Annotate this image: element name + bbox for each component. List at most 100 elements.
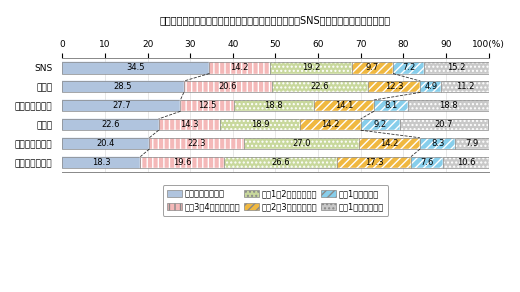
- Bar: [62, 138, 149, 149]
- Bar: [359, 138, 420, 149]
- Bar: [62, 81, 184, 92]
- Text: 9.7: 9.7: [366, 63, 379, 72]
- Bar: [219, 119, 300, 130]
- Text: 18.8: 18.8: [265, 101, 283, 110]
- Text: 12.3: 12.3: [385, 82, 404, 91]
- Bar: [352, 62, 393, 74]
- Text: 20.4: 20.4: [97, 139, 115, 148]
- Text: 20.6: 20.6: [218, 82, 237, 91]
- Bar: [361, 119, 400, 130]
- Bar: [233, 100, 314, 111]
- Bar: [400, 119, 488, 130]
- Text: 9.2: 9.2: [374, 120, 387, 129]
- Bar: [62, 119, 159, 130]
- Bar: [420, 81, 441, 92]
- Bar: [420, 81, 441, 92]
- Text: 7.2: 7.2: [402, 63, 415, 72]
- Bar: [270, 62, 352, 74]
- Bar: [140, 157, 224, 168]
- Bar: [210, 62, 270, 74]
- Bar: [400, 119, 488, 130]
- Bar: [420, 138, 456, 149]
- Bar: [359, 138, 420, 149]
- Text: 27.0: 27.0: [293, 139, 311, 148]
- Bar: [244, 138, 359, 149]
- Text: 11.2: 11.2: [456, 82, 474, 91]
- Bar: [441, 81, 489, 92]
- Text: 8.3: 8.3: [431, 139, 444, 148]
- Text: 22.3: 22.3: [188, 139, 206, 148]
- Bar: [424, 62, 489, 74]
- Bar: [180, 100, 233, 111]
- Text: 7.9: 7.9: [465, 139, 479, 148]
- Bar: [393, 62, 424, 74]
- Bar: [361, 119, 400, 130]
- Bar: [408, 100, 489, 111]
- Bar: [314, 100, 374, 111]
- Text: 19.2: 19.2: [302, 63, 320, 72]
- Text: 10.6: 10.6: [457, 158, 475, 167]
- Text: 20.7: 20.7: [435, 120, 453, 129]
- Bar: [300, 119, 361, 130]
- Text: 14.1: 14.1: [335, 101, 353, 110]
- Bar: [270, 62, 352, 74]
- Bar: [393, 62, 424, 74]
- Bar: [337, 157, 411, 168]
- Text: 12.5: 12.5: [198, 101, 216, 110]
- Text: 14.2: 14.2: [230, 63, 249, 72]
- Bar: [374, 100, 408, 111]
- Bar: [368, 81, 420, 92]
- Bar: [411, 157, 444, 168]
- Bar: [62, 100, 180, 111]
- Text: 28.5: 28.5: [114, 82, 132, 91]
- Text: 14.2: 14.2: [321, 120, 340, 129]
- Bar: [62, 62, 210, 74]
- Text: 18.8: 18.8: [439, 101, 458, 110]
- Bar: [62, 157, 140, 168]
- Bar: [159, 119, 219, 130]
- Text: 17.3: 17.3: [365, 158, 383, 167]
- Bar: [62, 157, 140, 168]
- Bar: [352, 62, 393, 74]
- Bar: [420, 138, 456, 149]
- Bar: [140, 157, 224, 168]
- Text: 34.5: 34.5: [126, 63, 145, 72]
- Text: 18.3: 18.3: [92, 158, 111, 167]
- Bar: [408, 100, 489, 111]
- Text: 4.9: 4.9: [424, 82, 437, 91]
- Bar: [219, 119, 300, 130]
- Bar: [159, 119, 219, 130]
- Text: 19.6: 19.6: [173, 158, 191, 167]
- Bar: [224, 157, 337, 168]
- Text: 22.6: 22.6: [101, 120, 120, 129]
- Bar: [62, 62, 210, 74]
- Bar: [271, 81, 368, 92]
- Bar: [149, 138, 244, 149]
- Text: 27.7: 27.7: [112, 101, 131, 110]
- Text: 15.2: 15.2: [447, 63, 465, 72]
- Bar: [300, 119, 361, 130]
- Bar: [62, 119, 159, 130]
- Text: 18.9: 18.9: [251, 120, 269, 129]
- Text: 26.6: 26.6: [271, 158, 290, 167]
- Bar: [184, 81, 271, 92]
- Bar: [271, 81, 368, 92]
- Text: 8.1: 8.1: [385, 101, 398, 110]
- Bar: [180, 100, 233, 111]
- Bar: [337, 157, 411, 168]
- Legend: ほとんど毎日利用, 週に3～4回くらい利用, 週に1～2回くらい利用, 月に2～3回くらい利用, 月に1回程度利用, 月に1回未満の利用: ほとんど毎日利用, 週に3～4回くらい利用, 週に1～2回くらい利用, 月に2～…: [163, 185, 388, 215]
- Bar: [424, 62, 489, 74]
- Text: 14.3: 14.3: [180, 120, 199, 129]
- Bar: [62, 81, 184, 92]
- Bar: [368, 81, 420, 92]
- Bar: [441, 81, 489, 92]
- Bar: [374, 100, 408, 111]
- Text: 22.6: 22.6: [310, 82, 329, 91]
- Bar: [444, 157, 489, 168]
- Bar: [444, 157, 489, 168]
- Text: 7.6: 7.6: [421, 158, 434, 167]
- Bar: [224, 157, 337, 168]
- Bar: [184, 81, 271, 92]
- Bar: [314, 100, 374, 111]
- Bar: [456, 138, 489, 149]
